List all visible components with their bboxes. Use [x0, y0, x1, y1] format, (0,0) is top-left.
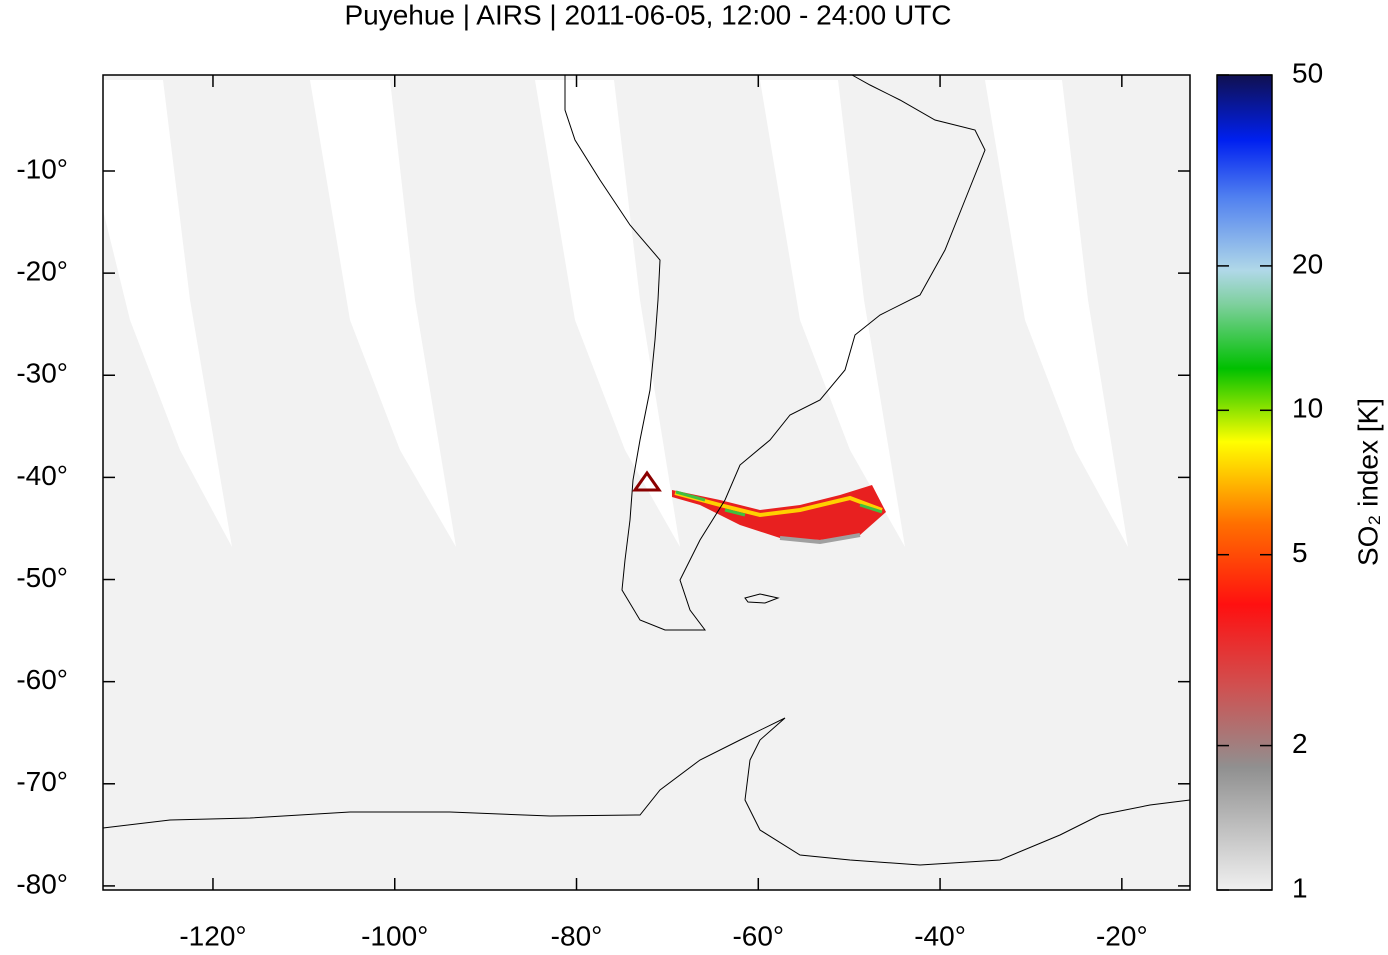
y-tick-label: -30°	[16, 358, 68, 389]
x-tick-label: -20°	[1096, 920, 1148, 950]
colorbar-tick-label: 10	[1292, 393, 1323, 424]
swath-gaps	[103, 80, 1128, 547]
chart-title: Puyehue | AIRS | 2011-06-05, 12:00 - 24:…	[344, 0, 951, 30]
coastlines	[102, 74, 1191, 866]
x-tick-label: -40°	[914, 920, 966, 950]
colorbar-label: SO₂ index [K]	[1352, 398, 1383, 566]
colorbar-tick-label: 5	[1292, 537, 1308, 568]
x-tick-label: -60°	[732, 920, 784, 950]
volcano-marker	[632, 470, 662, 492]
y-tick-label: -20°	[16, 256, 68, 287]
colorbar	[1216, 74, 1273, 891]
y-tick-label: -70°	[16, 766, 68, 797]
x-tick-label: -120°	[179, 920, 246, 950]
x-tick-label: -80°	[551, 920, 603, 950]
colorbar-tick-label: 1	[1292, 872, 1308, 903]
y-tick-label: -10°	[16, 153, 68, 184]
plot-frame	[102, 74, 1191, 891]
colorbar-tick-label: 50	[1292, 57, 1323, 88]
colorbar-tick-label: 20	[1292, 248, 1323, 279]
y-tick-label: -80°	[16, 868, 68, 899]
y-tick-label: -40°	[16, 460, 68, 491]
so2-plume	[672, 485, 886, 545]
y-tick-label: -50°	[16, 562, 68, 593]
colorbar-tick-label: 2	[1292, 728, 1308, 759]
y-tick-label: -60°	[16, 664, 68, 695]
x-tick-label: -100°	[361, 920, 428, 950]
